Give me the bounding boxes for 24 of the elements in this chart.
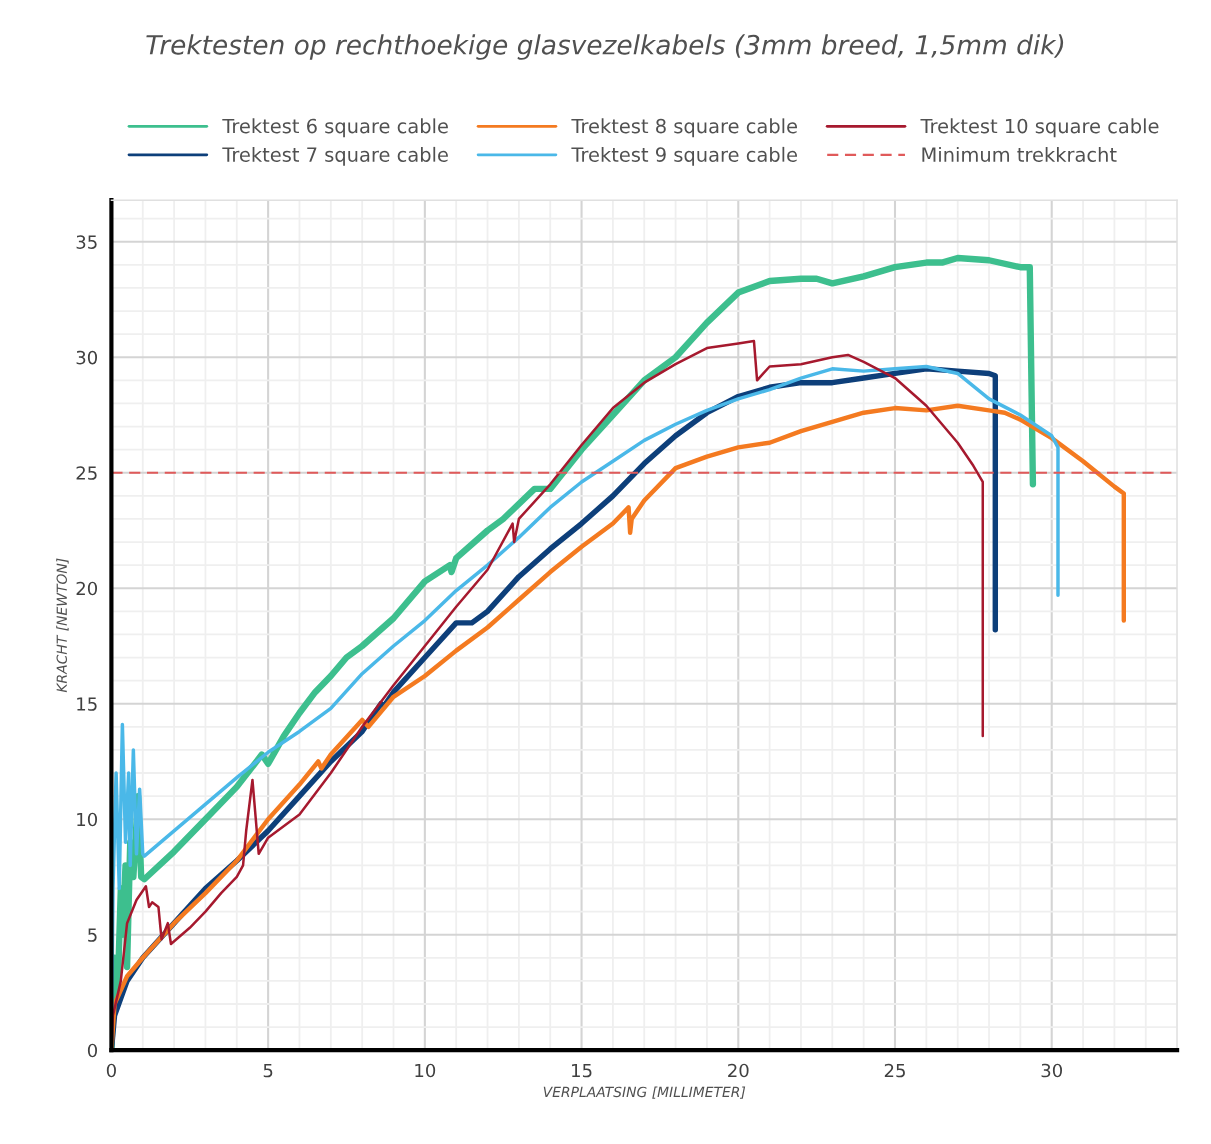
x-tick-label: 0 bbox=[106, 1063, 116, 1078]
x-tick-label: 15 bbox=[572, 1063, 592, 1078]
x-tick-label: 20 bbox=[728, 1063, 749, 1078]
legend-label: Trektest 9 square cable bbox=[571, 146, 797, 166]
y-tick-label: 25 bbox=[76, 466, 97, 480]
chart-title: Trektesten op rechthoekige glasvezelkabels (3mm breed, 1,5mm dik) bbox=[146, 34, 1064, 60]
x-tick-label: 5 bbox=[263, 1063, 273, 1078]
x-tick-label: 10 bbox=[415, 1063, 436, 1078]
x-axis-title: VERPLAATSING [MILLIMETER] bbox=[543, 1086, 746, 1099]
legend-label: Trektest 8 square cable bbox=[571, 118, 797, 138]
y-axis-title: KRACHT [NEWTON] bbox=[56, 558, 69, 693]
y-tick-label: 15 bbox=[77, 697, 97, 711]
y-tick-label: 0 bbox=[87, 1043, 98, 1058]
legend-label: Trektest 10 square cable bbox=[920, 118, 1159, 138]
x-tick-label: 25 bbox=[884, 1063, 905, 1078]
y-tick-label: 30 bbox=[76, 350, 98, 365]
y-tick-label: 20 bbox=[76, 581, 98, 596]
y-tick-label: 35 bbox=[76, 235, 97, 249]
legend-label: Minimum trekkracht bbox=[922, 146, 1117, 162]
x-tick-label: 30 bbox=[1041, 1063, 1063, 1078]
legend-label: Trektest 6 square cable bbox=[222, 118, 448, 138]
legend-label: Trektest 7 square cable bbox=[222, 146, 448, 166]
y-tick-label: 5 bbox=[88, 928, 97, 942]
y-tick-label: 10 bbox=[77, 812, 98, 827]
